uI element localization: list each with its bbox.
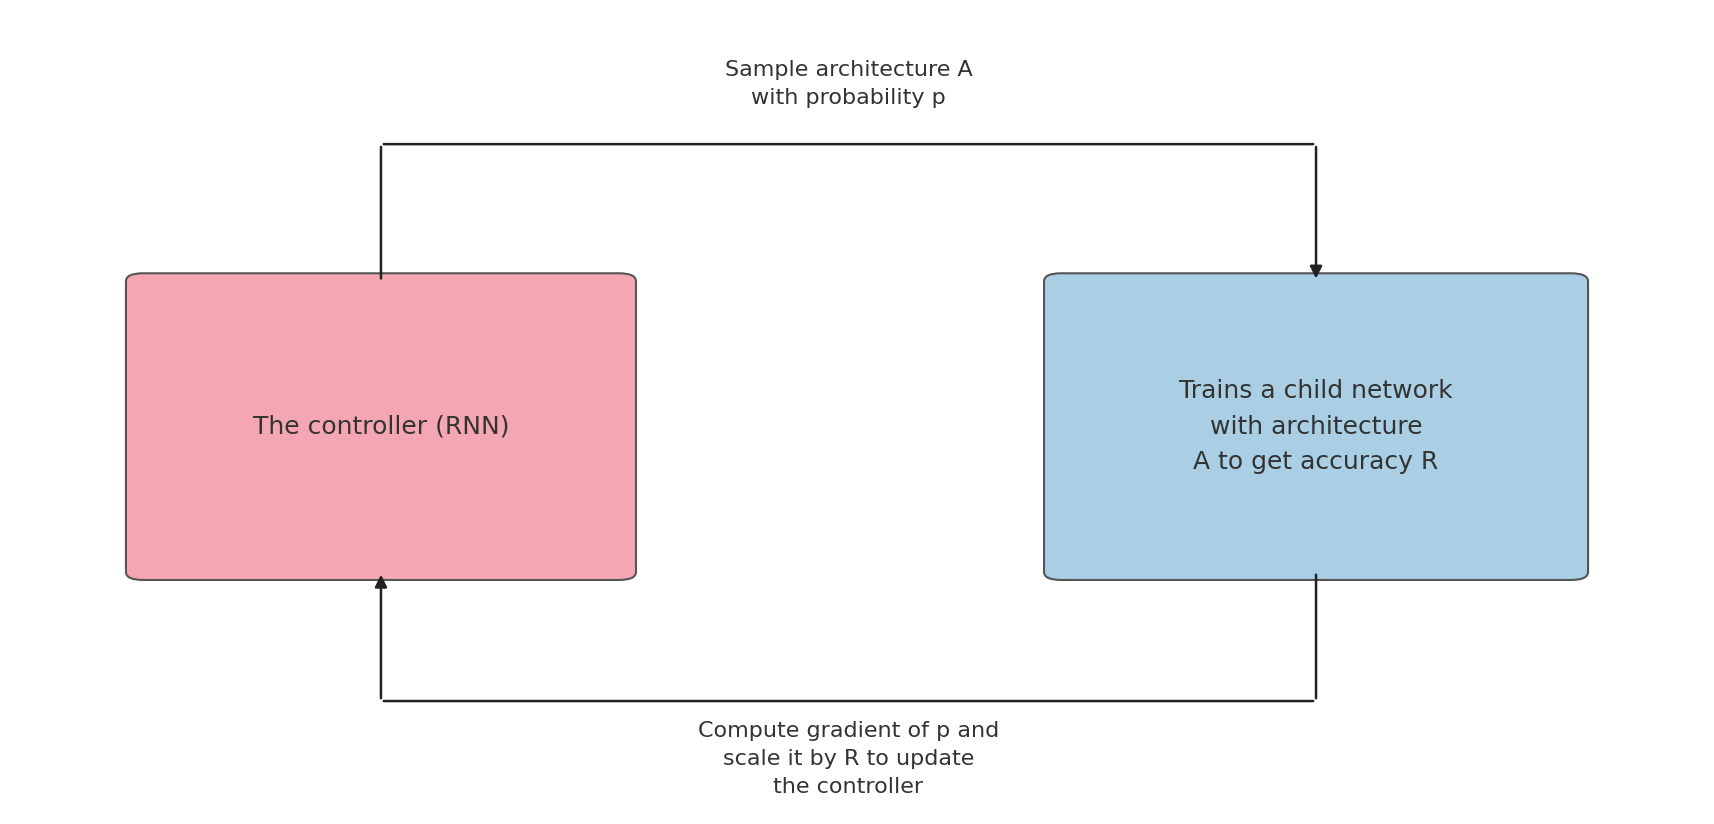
- FancyBboxPatch shape: [125, 274, 636, 580]
- FancyBboxPatch shape: [1044, 274, 1589, 580]
- Text: The controller (RNN): The controller (RNN): [252, 414, 509, 438]
- Text: Trains a child network
with architecture
A to get accuracy R: Trains a child network with architecture…: [1179, 379, 1453, 474]
- Text: Compute gradient of p and
scale it by R to update
the controller: Compute gradient of p and scale it by R …: [698, 721, 999, 797]
- Text: Sample architecture A
with probability p: Sample architecture A with probability p: [725, 60, 972, 108]
